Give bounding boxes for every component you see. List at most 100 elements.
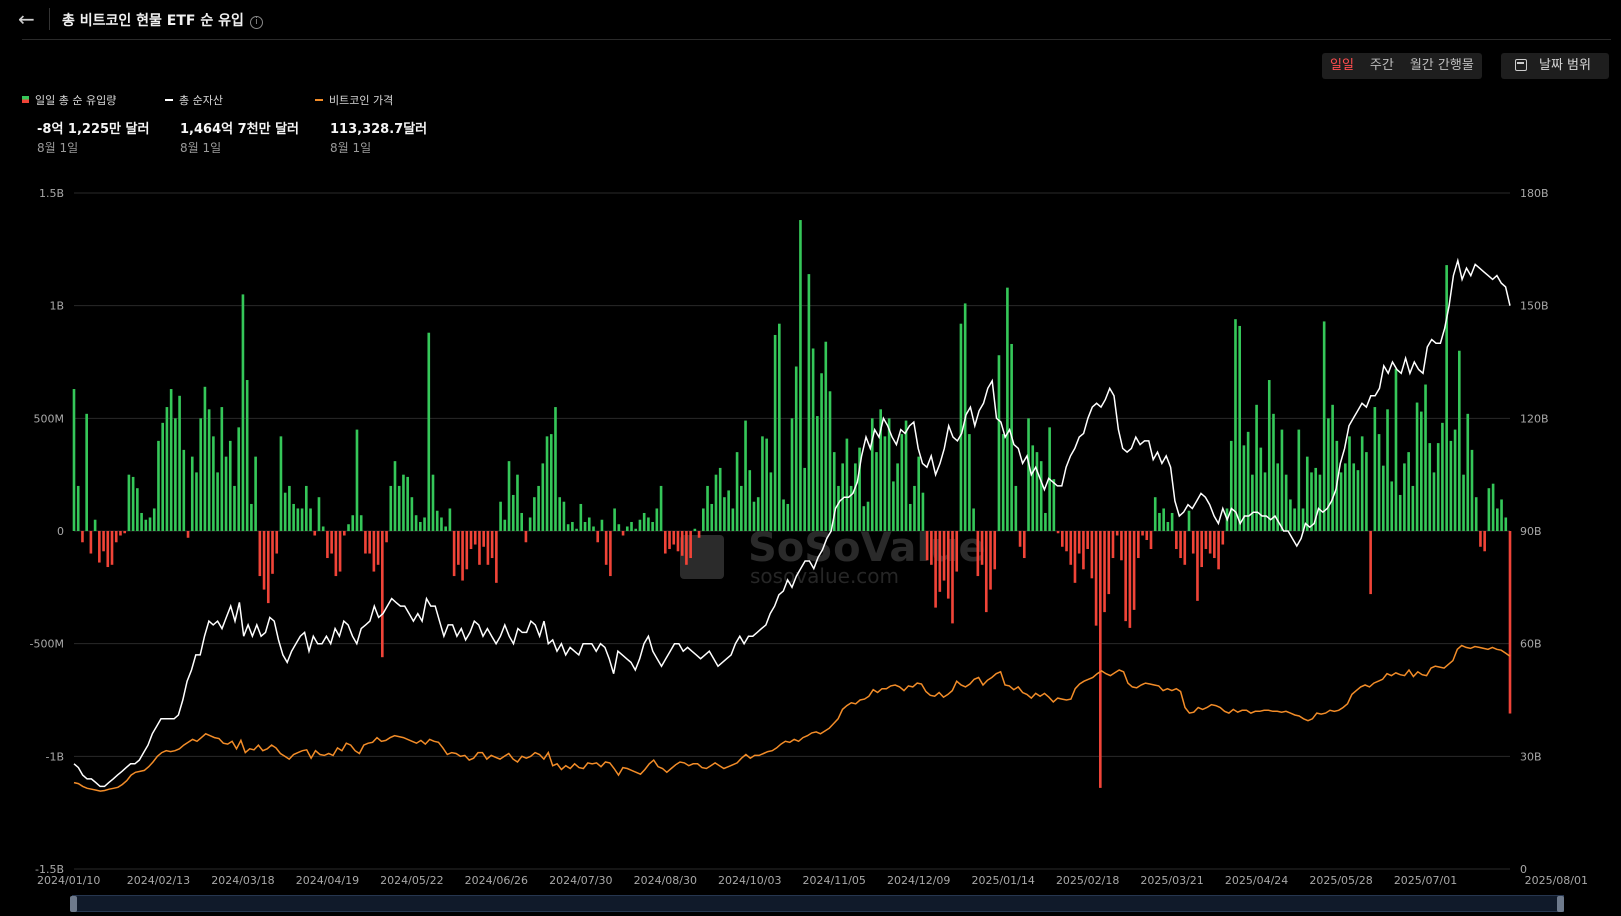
tab-daily[interactable]: 일일 — [1330, 58, 1354, 73]
inflow-bar — [461, 531, 464, 581]
inflow-bar — [1310, 472, 1313, 531]
inflow-bar — [228, 440, 232, 531]
tab-monthly[interactable]: 월간 간행물 — [1409, 58, 1474, 73]
inflow-bar — [72, 389, 76, 531]
inflow-bar — [1331, 404, 1334, 531]
inflow-bar — [288, 485, 291, 531]
inflow-bar — [212, 436, 215, 531]
inflow-bar — [1107, 531, 1111, 595]
inflow-bar — [1339, 472, 1343, 531]
inflow-bar — [748, 470, 752, 531]
inflow-bar — [495, 531, 498, 583]
calendar-icon — [1515, 59, 1527, 71]
x-axis-tick: 2024/02/13 — [127, 874, 190, 887]
inflow-bar — [241, 294, 245, 531]
inflow-bar — [1432, 472, 1436, 531]
inflow-bar — [955, 531, 959, 572]
inflow-bar — [271, 531, 274, 574]
inflow-bar — [845, 438, 849, 531]
inflow-bar — [89, 531, 93, 554]
inflow-bar — [452, 531, 456, 577]
date-range-label: 날짜 범위 — [1539, 58, 1591, 73]
inflow-bar — [423, 517, 426, 531]
inflow-bar — [1213, 531, 1216, 559]
inflow-bar — [761, 436, 764, 531]
inflow-bar — [178, 395, 181, 531]
x-axis-tick: 2024/04/19 — [296, 874, 359, 887]
date-range-button[interactable]: 날짜 범위 — [1501, 53, 1609, 79]
range-scrollbar[interactable] — [72, 895, 1564, 912]
inflow-bar — [1297, 429, 1301, 531]
inflow-bar — [630, 521, 633, 531]
inflow-bar — [469, 531, 473, 550]
inflow-bar — [1217, 531, 1220, 570]
inflow-bar — [879, 409, 882, 531]
inflow-bar — [338, 531, 342, 572]
inflow-bar — [887, 418, 891, 531]
left-axis-tick: 1B — [49, 300, 64, 313]
legend-item-inflow[interactable]: 일일 총 순 유입량 — [22, 92, 116, 108]
tab-weekly[interactable]: 주간 — [1369, 58, 1394, 73]
watermark-url: sosovalue.com — [750, 564, 899, 588]
inflow-bar — [617, 524, 621, 531]
left-axis-tick: 0 — [57, 525, 64, 538]
inflow-bar — [592, 526, 595, 531]
inflow-bar — [1090, 531, 1094, 579]
inflow-bar — [330, 531, 333, 554]
right-axis-tick: 150B — [1520, 300, 1549, 313]
inflow-bar — [152, 508, 156, 531]
inflow-bar — [524, 531, 528, 543]
inflow-bar — [549, 434, 553, 531]
inflow-bar — [1175, 531, 1178, 550]
inflow-bar — [1272, 413, 1275, 531]
back-arrow-icon[interactable]: ← — [18, 7, 35, 31]
inflow-bar — [1162, 508, 1165, 531]
legend-item-price[interactable]: 비트코인 가격 — [315, 92, 393, 108]
inflow-bar — [976, 531, 980, 577]
right-axis-tick: 120B — [1520, 412, 1549, 425]
x-axis-tick: 2024/08/30 — [634, 874, 697, 887]
range-handle-left[interactable] — [70, 896, 77, 912]
inflow-bar — [490, 531, 494, 559]
inflow-bar — [250, 503, 253, 531]
inflow-bar — [968, 434, 971, 531]
inflow-bar — [984, 531, 988, 613]
inflow-bar — [406, 476, 409, 531]
inflow-bar — [934, 531, 937, 608]
inflow-bar — [397, 485, 401, 531]
inflow-bar — [587, 517, 591, 531]
page-title-text: 총 비트코인 현물 ETF 순 유입 — [62, 13, 244, 29]
header-divider — [22, 39, 1611, 40]
inflow-bar — [448, 508, 452, 531]
inflow-bar — [799, 220, 802, 532]
inflow-bar — [190, 456, 194, 531]
info-icon[interactable]: i — [249, 16, 263, 29]
inflow-bar — [216, 472, 219, 531]
inflow-bar — [1453, 429, 1457, 531]
inflow-bar — [1483, 531, 1486, 552]
inflow-bar — [1420, 411, 1423, 531]
inflow-bar — [507, 461, 511, 531]
inflow-bar — [1301, 508, 1305, 531]
inflow-bar — [207, 409, 211, 531]
inflow-bar — [444, 526, 447, 531]
inflow-bar — [1424, 384, 1427, 531]
inflow-bar — [1246, 431, 1250, 531]
inflow-bar — [900, 434, 904, 531]
inflow-bar — [1369, 531, 1372, 595]
left-axis-tick: -500M — [30, 638, 64, 651]
inflow-bar — [317, 497, 321, 531]
inflow-bar — [668, 531, 671, 550]
inflow-bar — [258, 531, 262, 577]
legend-item-net-assets[interactable]: 총 순자산 — [165, 92, 223, 108]
right-axis-tick: 90B — [1520, 525, 1542, 538]
inflow-bar — [1022, 531, 1026, 559]
inflow-bar — [148, 517, 152, 531]
inflow-bar — [1170, 512, 1174, 531]
inflow-bar — [1103, 531, 1106, 613]
inflow-bar — [465, 531, 469, 570]
right-axis-tick: 180B — [1520, 187, 1549, 200]
inflow-bar — [1187, 510, 1191, 531]
range-handle-right[interactable] — [1557, 896, 1564, 912]
